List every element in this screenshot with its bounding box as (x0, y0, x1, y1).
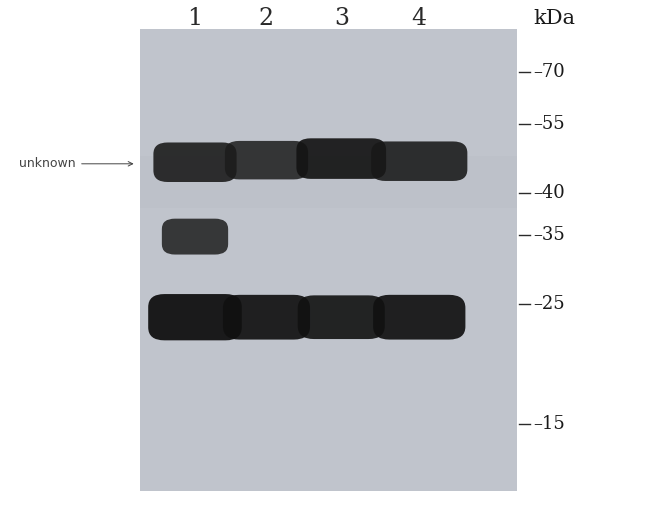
Bar (140, 156, 517, 208)
Text: 2: 2 (259, 7, 274, 30)
FancyBboxPatch shape (148, 294, 242, 340)
Text: –25: –25 (533, 295, 565, 313)
FancyBboxPatch shape (373, 295, 465, 340)
Text: kDa: kDa (533, 9, 575, 28)
Text: 1: 1 (187, 7, 203, 30)
Text: unknown: unknown (20, 157, 133, 170)
Text: –15: –15 (533, 415, 565, 433)
FancyBboxPatch shape (223, 295, 310, 340)
FancyBboxPatch shape (162, 218, 228, 254)
FancyBboxPatch shape (296, 138, 386, 179)
Text: –40: –40 (533, 185, 565, 202)
Text: –70: –70 (533, 63, 565, 81)
Text: –35: –35 (533, 226, 565, 244)
Text: 3: 3 (333, 7, 349, 30)
FancyBboxPatch shape (153, 142, 237, 182)
Text: 4: 4 (411, 7, 427, 30)
Bar (140, 29, 517, 491)
Text: –55: –55 (533, 115, 565, 133)
FancyBboxPatch shape (371, 141, 467, 181)
FancyBboxPatch shape (298, 295, 385, 339)
FancyBboxPatch shape (225, 141, 308, 179)
